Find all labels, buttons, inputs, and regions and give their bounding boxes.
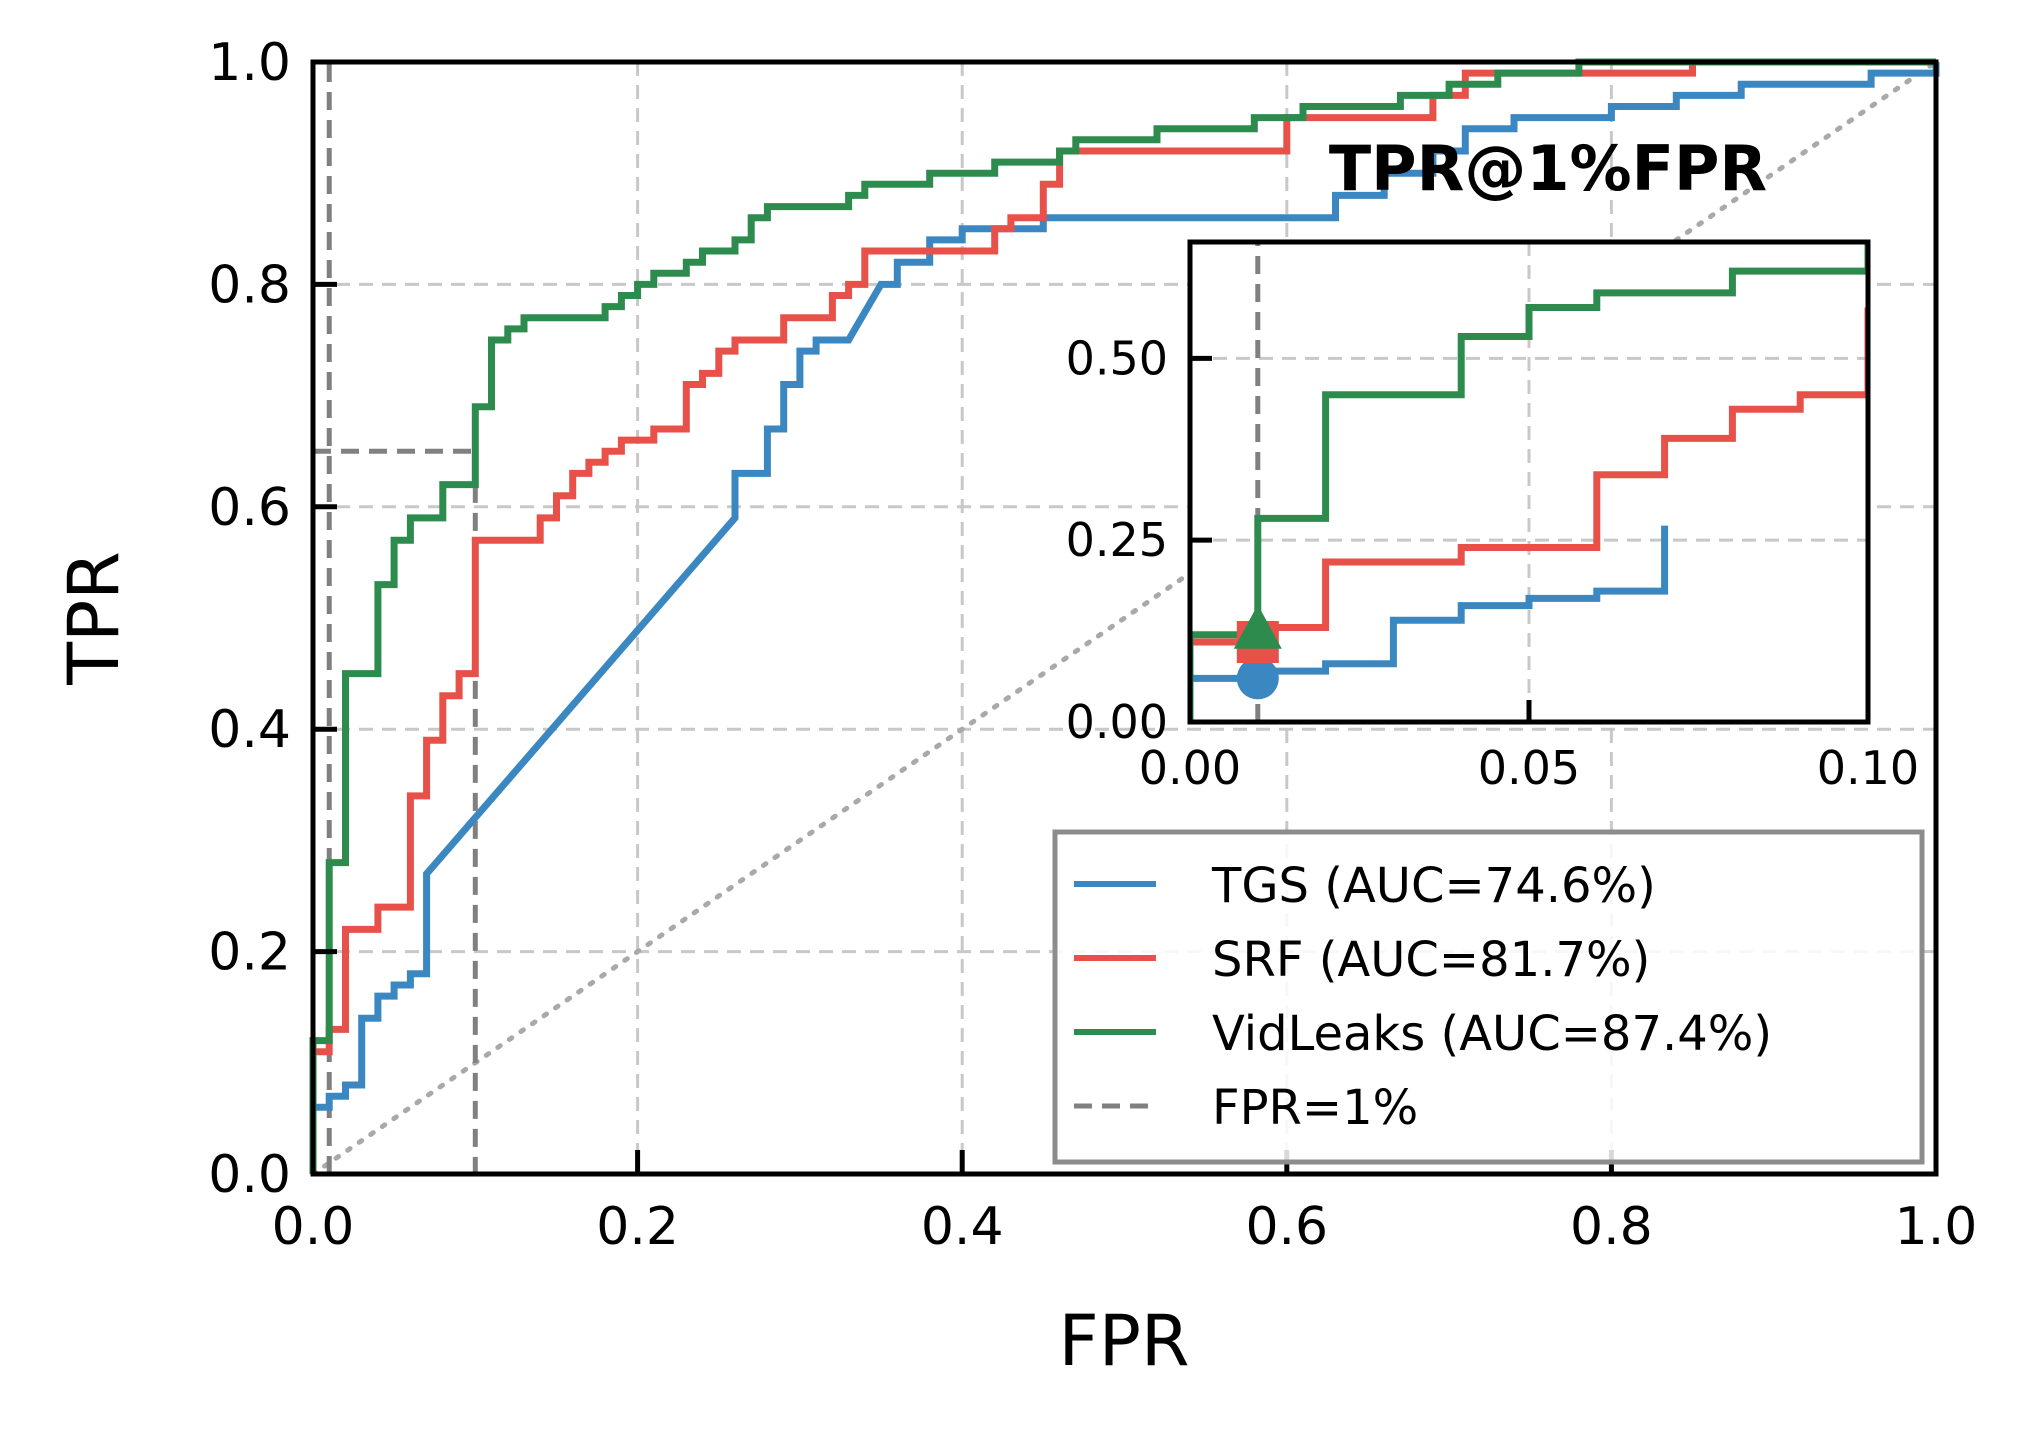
x-tick-label-5: 1.0 bbox=[1895, 1197, 1978, 1257]
inset-x-tick-label-2: 0.10 bbox=[1817, 741, 1919, 795]
inset-marker-vidleaks bbox=[1233, 604, 1282, 649]
inset-series-line-vidleaks bbox=[1190, 242, 1868, 722]
inset-chart: 0.00 0.05 0.10 0.00 0.25 0.50 TPR@1%FPR bbox=[1066, 132, 1920, 795]
x-tick-label-2: 0.4 bbox=[921, 1197, 1004, 1257]
series-line-tgs bbox=[309, 62, 1940, 1174]
x-tick-label-1: 0.2 bbox=[596, 1197, 679, 1257]
y-tick-label-4: 0.8 bbox=[208, 255, 291, 315]
y-tick-label-3: 0.6 bbox=[208, 478, 291, 538]
series-line-srf bbox=[309, 58, 1936, 1174]
y-tick-label-1: 0.2 bbox=[208, 923, 291, 983]
inset-y-tick-label-0: 0.00 bbox=[1066, 695, 1168, 749]
y-axis-label: TPR bbox=[53, 551, 135, 686]
legend-label-srf: SRF (AUC=81.7%) bbox=[1212, 932, 1650, 988]
legend-label-vidleaks: VidLeaks (AUC=87.4%) bbox=[1212, 1006, 1772, 1062]
series-line-vidleaks bbox=[309, 58, 1936, 1174]
inset-title: TPR@1%FPR bbox=[1329, 132, 1767, 205]
legend-box bbox=[1052, 829, 1925, 1165]
inset-markers bbox=[1233, 604, 1282, 700]
inset-y-tick-label-2: 0.50 bbox=[1066, 331, 1168, 385]
main-series-group bbox=[309, 58, 1940, 1174]
inset-x-tick-label-1: 0.05 bbox=[1478, 741, 1580, 795]
x-tick-label-0: 0.0 bbox=[272, 1197, 355, 1257]
main-axes-frame bbox=[310, 59, 1939, 1177]
inset-x-tick-label-0: 0.00 bbox=[1139, 741, 1241, 795]
y-tick-label-5: 1.0 bbox=[208, 33, 291, 93]
x-tick-label-3: 0.6 bbox=[1245, 1197, 1328, 1257]
inset-y-tick-label-1: 0.25 bbox=[1066, 513, 1168, 567]
legend: TGS (AUC=74.6%) SRF (AUC=81.7%) VidLeaks… bbox=[1052, 829, 1925, 1165]
x-axis-label: FPR bbox=[1058, 1300, 1189, 1382]
legend-label-fpr-line: FPR=1% bbox=[1212, 1080, 1418, 1136]
legend-label-tgs: TGS (AUC=74.6%) bbox=[1211, 858, 1656, 914]
y-tick-label-0: 0.0 bbox=[208, 1145, 291, 1205]
main-ticks: 0.0 0.2 0.4 0.6 0.8 1.0 0.0 0.2 0.4 0.6 0.8 1.0 bbox=[208, 33, 1977, 1257]
inset-marker-tgs bbox=[1236, 657, 1279, 700]
x-tick-label-4: 0.8 bbox=[1570, 1197, 1653, 1257]
y-tick-label-2: 0.4 bbox=[208, 700, 291, 760]
inset-ticks: 0.00 0.05 0.10 0.00 0.25 0.50 bbox=[1066, 331, 1920, 795]
